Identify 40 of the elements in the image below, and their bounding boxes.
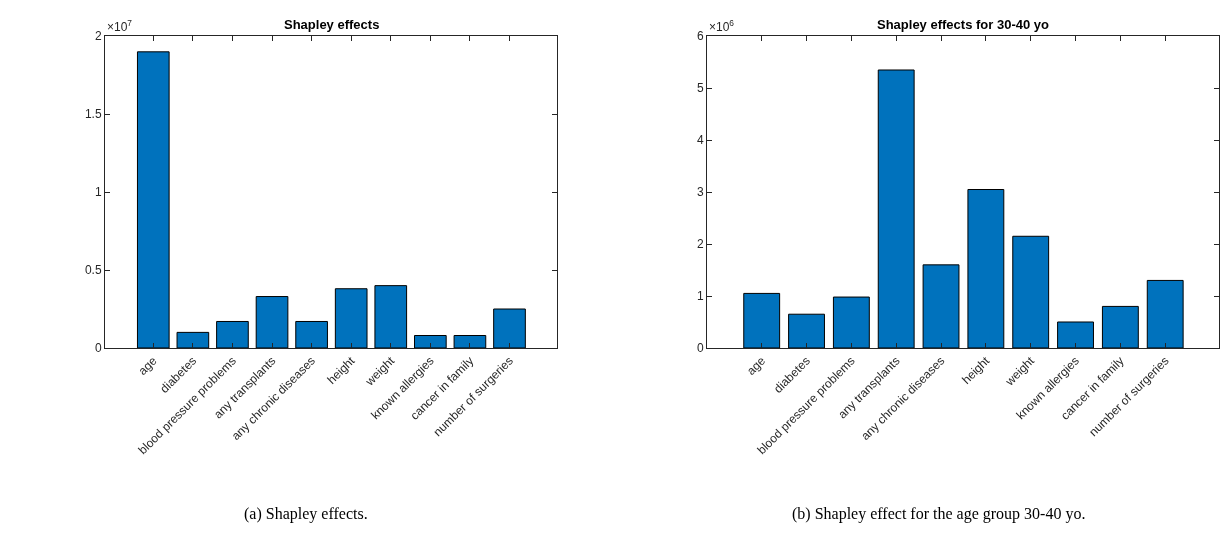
bar	[788, 313, 825, 348]
bar	[922, 264, 960, 348]
bar	[255, 296, 289, 348]
bar	[1057, 321, 1094, 348]
bar	[176, 331, 210, 348]
text: ×10$^{7}$	[107, 18, 133, 35]
bar	[493, 308, 526, 348]
bar	[743, 292, 781, 348]
chart-title: Shapley effects	[284, 17, 380, 32]
y-tick-label: 4	[696, 133, 704, 148]
bar	[1012, 235, 1050, 348]
bar	[414, 335, 447, 348]
bar	[334, 288, 368, 348]
bar	[1146, 279, 1184, 348]
y-tick-label: 2	[94, 29, 102, 44]
y-tick-label: 2	[696, 237, 704, 252]
bar	[453, 335, 487, 348]
y-tick-label: 0.5	[84, 263, 102, 278]
bar	[967, 189, 1005, 348]
x-tick-label: age	[744, 353, 769, 378]
bar	[832, 296, 870, 348]
y-tick-label: 1.5	[84, 107, 102, 122]
y-tick-label: 5	[696, 81, 704, 96]
bar	[136, 51, 170, 348]
text: (a) Shapley effects.	[244, 505, 368, 523]
text: (b) Shapley effect for the age group 30-40 yo.	[792, 505, 1086, 523]
bar	[216, 320, 249, 348]
y-tick-label: 1	[94, 185, 102, 200]
y-tick-label: 6	[696, 29, 704, 44]
y-tick-label: 0	[696, 341, 704, 356]
bar	[295, 320, 328, 348]
text: ×10$^{6}$	[709, 18, 735, 35]
bar	[877, 69, 915, 348]
x-tick-label: age	[135, 353, 160, 378]
y-tick-label: 1	[696, 289, 704, 304]
bar	[374, 285, 408, 348]
bar	[1101, 305, 1139, 348]
chart-title: Shapley effects for 30-40 yo	[877, 17, 1050, 32]
y-tick-label: 3	[696, 185, 704, 200]
y-tick-label: 0	[94, 341, 102, 356]
